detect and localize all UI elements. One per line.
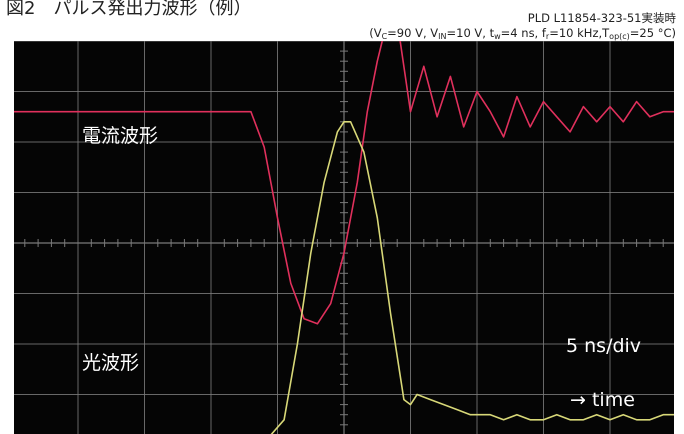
conditions-line-1: PLD L11854-323-51実装時 — [527, 11, 676, 25]
current-waveform-trace — [14, 41, 674, 325]
graticule — [14, 41, 674, 434]
conditions-line-2: (VC=90 V, VIN=10 V, tw=4 ns, fr=10 kHz,T… — [369, 26, 676, 41]
light-waveform-label: 光波形 — [82, 352, 140, 374]
light-waveform-trace — [270, 121, 674, 434]
current-waveform-label: 電流波形 — [82, 125, 159, 147]
figure-title: 図2 パルス発出力波形（例） — [6, 0, 252, 19]
traces — [14, 41, 674, 434]
time-axis-label: → time — [570, 389, 635, 411]
oscilloscope-screen — [14, 41, 674, 434]
timebase-label: 5 ns/div — [566, 335, 642, 357]
